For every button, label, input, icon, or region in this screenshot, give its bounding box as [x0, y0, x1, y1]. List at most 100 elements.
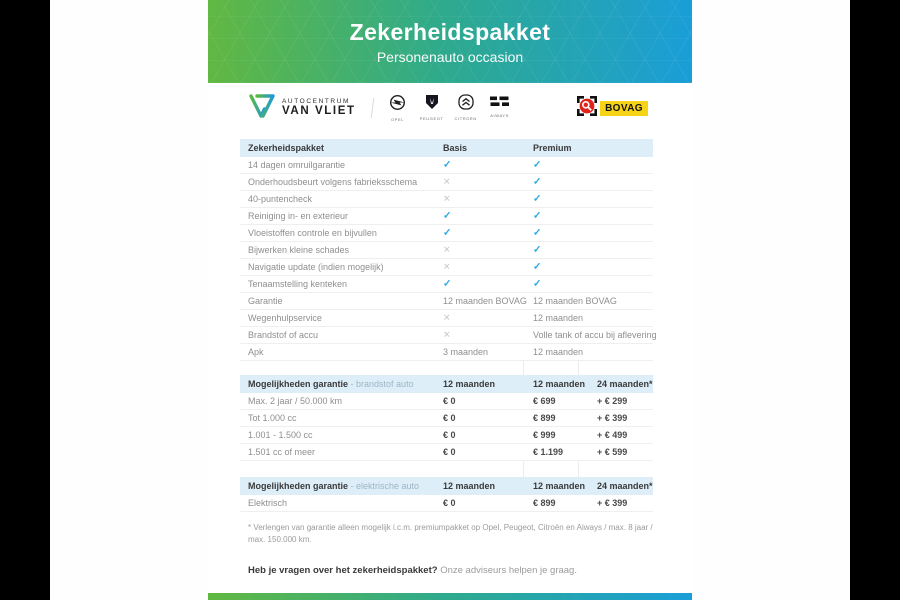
aiways-logo-icon [490, 94, 510, 112]
column-header: 12 maanden [533, 379, 586, 389]
section-title-suffix: - elektrische auto [348, 481, 420, 491]
bottom-gradient-bar [208, 593, 692, 600]
main-table: Zekerheidspakket Basis Premium 14 dagen … [240, 139, 657, 361]
table-row: Onderhoudsbeurt volgens fabrieksschema ✕… [240, 174, 653, 191]
section-title-bold: Mogelijkheden garantie [248, 481, 349, 491]
aiways-logo: AIWAYS [489, 94, 511, 118]
basis-value: ✕ [443, 261, 451, 272]
column-header-basis: Basis [443, 143, 468, 153]
table-row: Tot 1.000 cc € 0 € 899 + € 399 [240, 410, 653, 427]
premium-value: 12 maanden [533, 347, 584, 357]
feature-label: Reiniging in- en exterieur [248, 211, 349, 221]
basis-value: ✕ [443, 312, 451, 323]
premium-value: 12 maanden BOVAG [533, 296, 617, 306]
dealer-name-top: AUTOCENTRUM [282, 98, 351, 106]
citroen-logo-icon [457, 94, 474, 115]
table-row: 40-puntencheck ✕ ✓ [240, 191, 653, 208]
section-title: Mogelijkheden garantie - elektrische aut… [248, 481, 419, 491]
logo-row: AUTOCENTRUM VAN VLIET OPEL [208, 92, 692, 124]
feature-label: Tenaamstelling kenteken [248, 279, 348, 289]
opel-logo: OPEL [387, 94, 409, 122]
page-title: Zekerheidspakket [349, 18, 551, 45]
basis-value: 12 maanden BOVAG [443, 296, 527, 306]
letterbox-left [0, 0, 50, 600]
table-row: Bijwerken kleine schades ✕ ✓ [240, 242, 653, 259]
basis-value: ✓ [443, 210, 452, 222]
premium-value: ✓ [533, 176, 542, 188]
column-header: 24 maanden* [597, 481, 653, 491]
table-row: Max. 2 jaar / 50.000 km € 0 € 699 + € 29… [240, 393, 653, 410]
brand-logos: OPEL PEUGEOT [387, 94, 511, 122]
letterbox-right [850, 0, 900, 600]
hero-banner: Zekerheidspakket Personenauto occasion [208, 0, 692, 83]
table-row: Garantie 12 maanden BOVAG 12 maanden BOV… [240, 293, 653, 310]
logo-divider [370, 98, 374, 118]
table-row: Elektrisch € 0 € 899 + € 399 [240, 495, 653, 512]
feature-label: 40-puntencheck [248, 194, 313, 204]
footnote: * Verlengen van garantie alleen mogelijk… [248, 523, 653, 544]
premium-value: 12 maanden [533, 313, 584, 323]
option-label: Tot 1.000 cc [248, 413, 297, 423]
feature-label: Garantie [248, 296, 283, 306]
premium-value: ✓ [533, 278, 542, 290]
premium-value: Volle tank of accu bij aflevering [533, 330, 657, 340]
price-extension: + € 499 [597, 430, 628, 440]
column-header: 24 maanden* [597, 379, 653, 389]
option-label: Max. 2 jaar / 50.000 km [248, 396, 343, 406]
table-row: Tenaamstelling kenteken ✓ ✓ [240, 276, 653, 293]
price-basis: € 0 [443, 447, 456, 457]
peugeot-logo: PEUGEOT [419, 94, 444, 121]
premium-value: ✓ [533, 261, 542, 273]
premium-value: ✓ [533, 244, 542, 256]
closing-line-rest: Onze adviseurs helpen je graag. [437, 565, 577, 577]
price-premium: € 1.199 [533, 447, 564, 457]
price-extension: + € 399 [597, 498, 628, 508]
table-row: 14 dagen omruilgarantie ✓ ✓ [240, 157, 653, 174]
table-row: 1.501 cc of meer € 0 € 1.199 + € 599 [240, 444, 653, 461]
price-extension: + € 399 [597, 413, 628, 423]
table-row: Reiniging in- en exterieur ✓ ✓ [240, 208, 653, 225]
feature-label: Navigatie update (indien mogelijk) [248, 262, 384, 272]
column-divider [523, 361, 524, 375]
feature-label: Apk [248, 347, 264, 357]
premium-value: ✓ [533, 227, 542, 239]
feature-label: Bijwerken kleine schades [248, 245, 350, 255]
price-extension: + € 299 [597, 396, 628, 406]
price-extension: + € 599 [597, 447, 628, 457]
price-basis: € 0 [443, 413, 456, 423]
price-basis: € 0 [443, 430, 456, 440]
section-title: Mogelijkheden garantie - brandstof auto [248, 379, 414, 389]
main-table-header: Zekerheidspakket Basis Premium [240, 139, 653, 157]
column-divider [578, 361, 579, 375]
brand-label: PEUGEOT [419, 116, 444, 121]
basis-value: ✕ [443, 329, 451, 340]
table-row: 1.001 - 1.500 cc € 0 € 999 + € 499 [240, 427, 653, 444]
table-row: Wegenhulpservice ✕ 12 maanden [240, 310, 653, 327]
electric-warranty-table: Mogelijkheden garantie - elektrische aut… [240, 477, 653, 512]
price-basis: € 0 [443, 396, 456, 406]
dealer-name: AUTOCENTRUM VAN VLIET [282, 98, 356, 118]
premium-value: ✓ [533, 159, 542, 171]
price-premium: € 899 [533, 413, 556, 423]
table-gap [240, 461, 653, 477]
price-premium: € 999 [533, 430, 556, 440]
feature-label: Onderhoudsbeurt volgens fabrieksschema [248, 177, 418, 187]
brand-label: CITROËN [454, 116, 477, 121]
bovag-emblem-icon [577, 95, 598, 121]
column-header: 12 maanden [533, 481, 586, 491]
table-row: Vloeistoffen controle en bijvullen ✓ ✓ [240, 225, 653, 242]
brand-label: OPEL [391, 117, 405, 122]
feature-label: 14 dagen omruilgarantie [248, 160, 346, 170]
van-vliet-v-icon [248, 93, 276, 124]
feature-label: Brandstof of accu [248, 330, 319, 340]
peugeot-logo-icon [425, 94, 439, 115]
dealer-name-bottom: VAN VLIET [282, 105, 356, 118]
flyer-document: Zekerheidspakket Personenauto occasion [208, 0, 692, 600]
premium-value: ✓ [533, 210, 542, 222]
option-label: Elektrisch [248, 498, 288, 508]
section-title-suffix: - brandstof auto [348, 379, 414, 389]
fuel-warranty-table: Mogelijkheden garantie - brandstof auto … [240, 375, 653, 461]
premium-value: ✓ [533, 193, 542, 205]
price-basis: € 0 [443, 498, 456, 508]
